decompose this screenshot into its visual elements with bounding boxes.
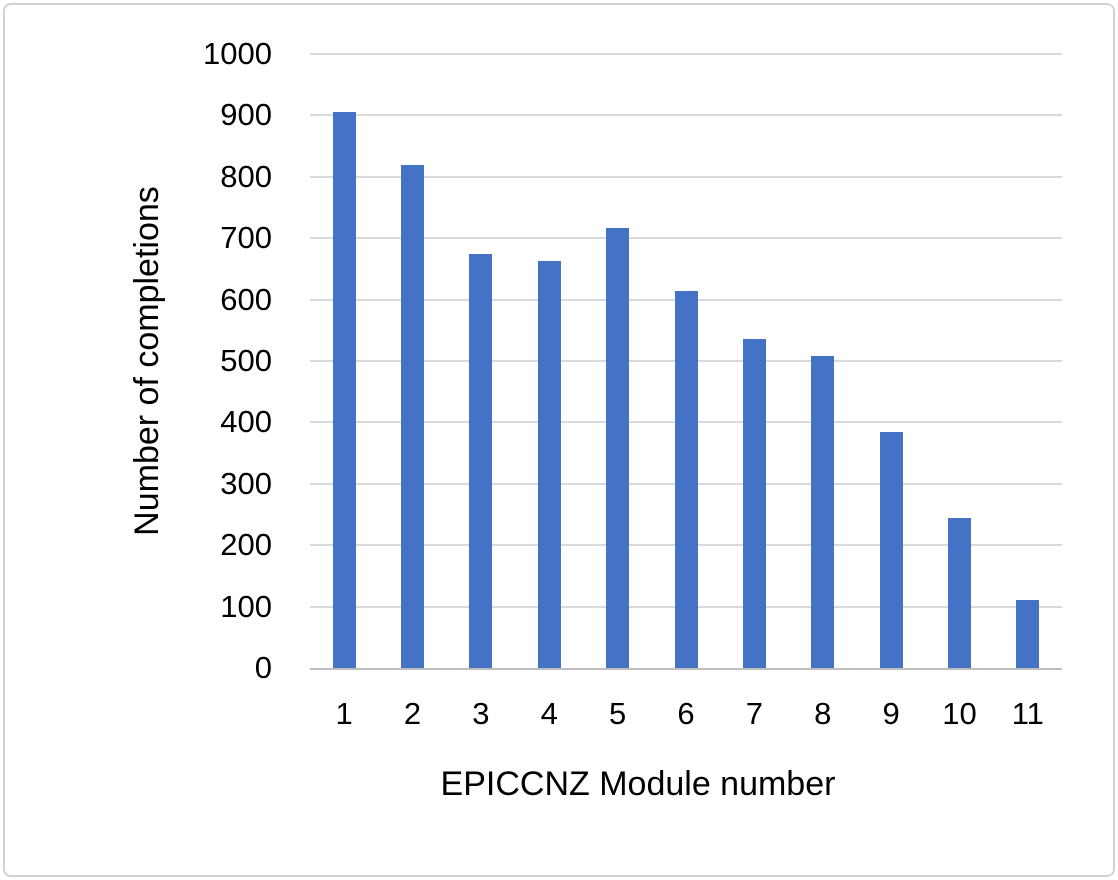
bar-module-4 bbox=[537, 261, 561, 668]
y-tick-label: 700 bbox=[220, 220, 272, 256]
x-tick-label: 3 bbox=[472, 696, 490, 731]
x-tick-label: 6 bbox=[677, 696, 695, 731]
x-tick-label: 7 bbox=[745, 696, 763, 731]
y-tick-label: 900 bbox=[220, 97, 272, 133]
x-tick-label: 1 bbox=[335, 696, 353, 731]
bar-module-2 bbox=[401, 165, 425, 668]
gridline-800 bbox=[310, 175, 1062, 178]
y-tick-label: 600 bbox=[220, 281, 272, 317]
bar-module-10 bbox=[947, 518, 971, 668]
bar-module-1 bbox=[332, 112, 356, 668]
y-tick-label: 200 bbox=[220, 527, 272, 563]
x-tick-label: 4 bbox=[540, 696, 558, 731]
y-tick-label: 800 bbox=[220, 158, 272, 194]
y-tick-label: 400 bbox=[220, 404, 272, 440]
x-tick-label: 2 bbox=[403, 696, 422, 731]
gridline-700 bbox=[310, 237, 1062, 240]
gridline-900 bbox=[310, 114, 1062, 117]
bar-module-5 bbox=[606, 228, 630, 668]
y-tick-label: 0 bbox=[254, 650, 272, 685]
bar-module-3 bbox=[469, 254, 493, 668]
x-tick-label: 10 bbox=[942, 696, 977, 731]
bar-module-9 bbox=[879, 432, 903, 668]
y-tick-label: 300 bbox=[220, 465, 272, 501]
gridline-1000 bbox=[310, 53, 1062, 55]
bar-module-8 bbox=[811, 356, 835, 668]
x-axis-title: EPICCNZ Module number bbox=[440, 765, 836, 803]
bar-module-11 bbox=[1016, 600, 1040, 668]
bar-module-6 bbox=[674, 291, 698, 668]
y-tick-label: 100 bbox=[220, 588, 272, 624]
x-tick-label: 9 bbox=[882, 696, 900, 731]
bar-module-7 bbox=[742, 339, 766, 668]
x-tick-label: 11 bbox=[1011, 696, 1044, 731]
x-tick-label: 8 bbox=[814, 696, 832, 731]
y-tick-label: 1000 bbox=[203, 36, 272, 71]
y-tick-label: 500 bbox=[220, 343, 272, 378]
plot-area bbox=[310, 53, 1062, 670]
x-tick-label: 5 bbox=[609, 696, 627, 731]
